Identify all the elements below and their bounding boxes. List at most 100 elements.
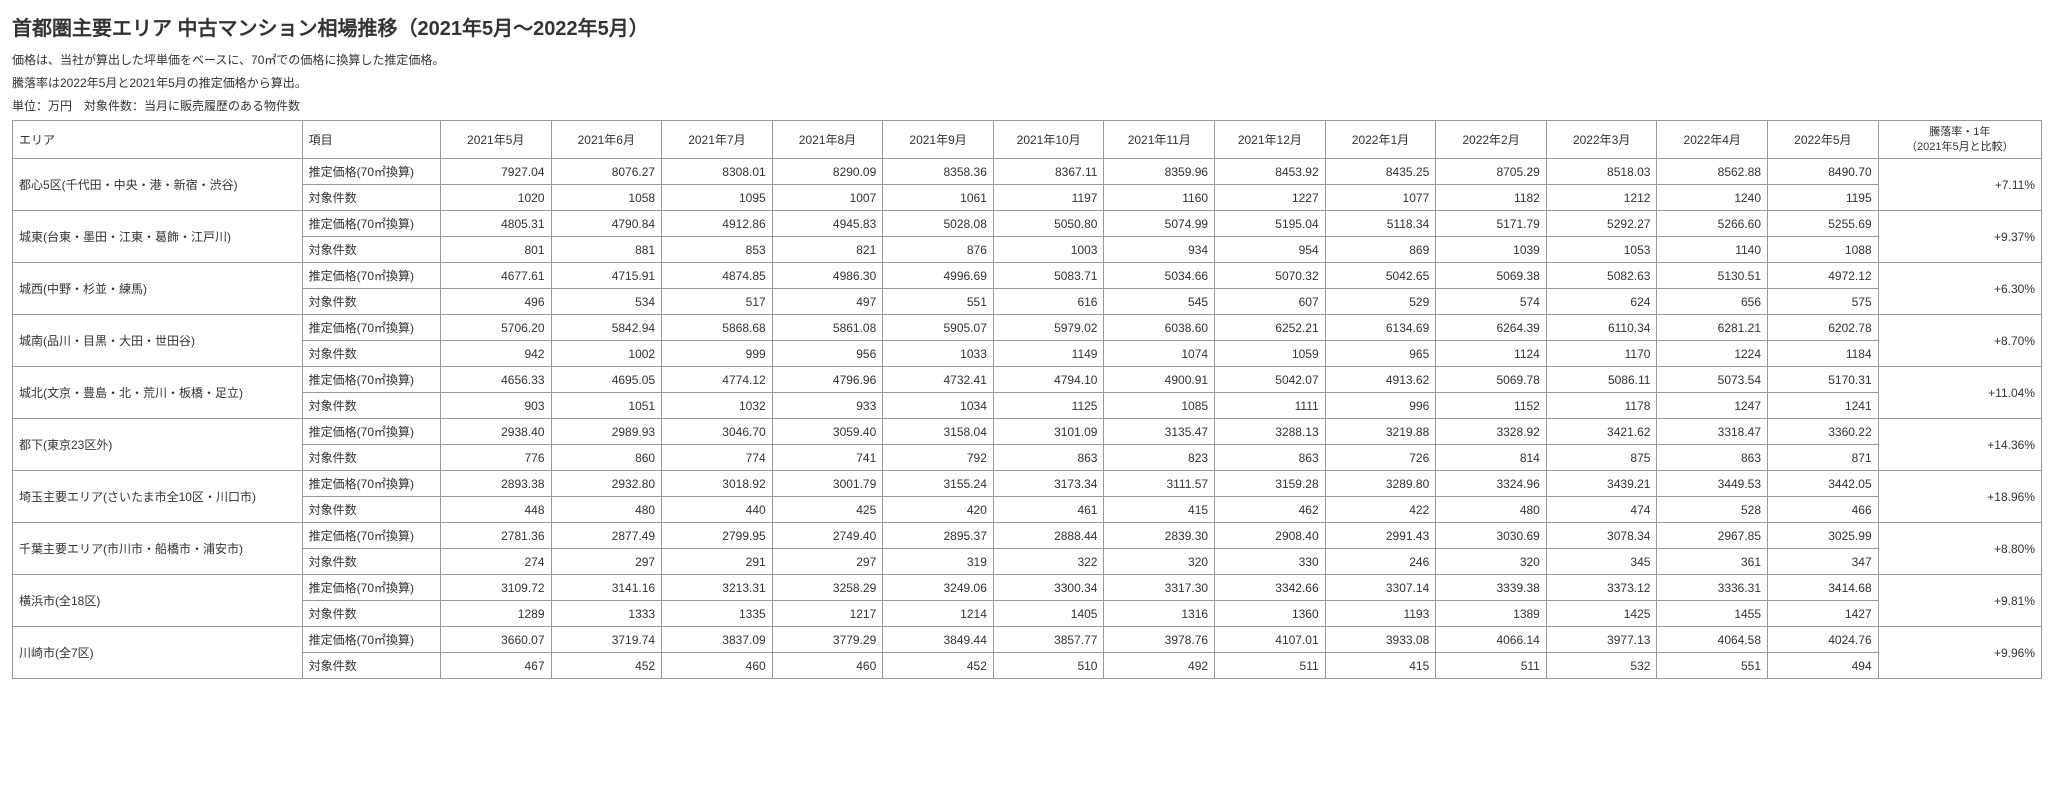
price-cell: 3318.47	[1657, 419, 1768, 445]
price-cell: 6202.78	[1768, 315, 1879, 341]
count-cell: 1124	[1436, 341, 1547, 367]
item-cell-price: 推定価格(70㎡換算)	[302, 471, 440, 497]
count-cell: 607	[1215, 289, 1326, 315]
price-cell: 3219.88	[1325, 419, 1436, 445]
price-cell: 7927.04	[440, 159, 551, 185]
item-cell-count: 対象件数	[302, 653, 440, 679]
count-cell: 319	[883, 549, 994, 575]
price-cell: 3141.16	[551, 575, 662, 601]
count-cell: 1240	[1657, 185, 1768, 211]
price-cell: 5050.80	[993, 211, 1104, 237]
price-cell: 5118.34	[1325, 211, 1436, 237]
area-cell: 千葉主要エリア(市川市・船橋市・浦安市)	[13, 523, 303, 575]
header-month: 2022年5月	[1768, 121, 1879, 159]
item-cell-price: 推定価格(70㎡換算)	[302, 575, 440, 601]
count-cell: 480	[1436, 497, 1547, 523]
price-cell: 5255.69	[1768, 211, 1879, 237]
price-cell: 5861.08	[772, 315, 883, 341]
price-cell: 3135.47	[1104, 419, 1215, 445]
count-cell: 551	[883, 289, 994, 315]
count-cell: 347	[1768, 549, 1879, 575]
price-cell: 3317.30	[1104, 575, 1215, 601]
price-cell: 2895.37	[883, 523, 994, 549]
count-cell: 480	[551, 497, 662, 523]
count-cell: 996	[1325, 393, 1436, 419]
count-cell: 942	[440, 341, 551, 367]
header-month: 2021年7月	[662, 121, 773, 159]
price-cell: 3421.62	[1546, 419, 1657, 445]
count-cell: 466	[1768, 497, 1879, 523]
count-cell: 933	[772, 393, 883, 419]
count-cell: 1178	[1546, 393, 1657, 419]
count-cell: 863	[1657, 445, 1768, 471]
header-change: 騰落率・1年（2021年5月と比較）	[1878, 121, 2041, 159]
price-cell: 5195.04	[1215, 211, 1326, 237]
count-cell: 460	[662, 653, 773, 679]
area-cell: 城東(台東・墨田・江東・葛飾・江戸川)	[13, 211, 303, 263]
count-cell: 1039	[1436, 237, 1547, 263]
count-cell: 1058	[551, 185, 662, 211]
count-cell: 1034	[883, 393, 994, 419]
count-cell: 860	[551, 445, 662, 471]
count-cell: 1214	[883, 601, 994, 627]
count-cell: 1289	[440, 601, 551, 627]
price-table: エリア 項目 2021年5月2021年6月2021年7月2021年8月2021年…	[12, 120, 2042, 679]
price-cell: 3158.04	[883, 419, 994, 445]
price-cell: 3101.09	[993, 419, 1104, 445]
price-cell: 4986.30	[772, 263, 883, 289]
count-cell: 881	[551, 237, 662, 263]
item-cell-count: 対象件数	[302, 237, 440, 263]
header-area: エリア	[13, 121, 303, 159]
count-cell: 494	[1768, 653, 1879, 679]
count-cell: 1053	[1546, 237, 1657, 263]
count-cell: 1140	[1657, 237, 1768, 263]
count-cell: 1007	[772, 185, 883, 211]
price-cell: 2781.36	[440, 523, 551, 549]
count-cell: 1149	[993, 341, 1104, 367]
price-cell: 8518.03	[1546, 159, 1657, 185]
table-row: 対象件数496534517497551616545607529574624656…	[13, 289, 2042, 315]
count-cell: 1227	[1215, 185, 1326, 211]
count-cell: 422	[1325, 497, 1436, 523]
item-cell-price: 推定価格(70㎡換算)	[302, 315, 440, 341]
price-cell: 8076.27	[551, 159, 662, 185]
price-cell: 5266.60	[1657, 211, 1768, 237]
count-cell: 1224	[1657, 341, 1768, 367]
table-row: 横浜市(全18区)推定価格(70㎡換算)3109.723141.163213.3…	[13, 575, 2042, 601]
area-cell: 都心5区(千代田・中央・港・新宿・渋谷)	[13, 159, 303, 211]
count-cell: 345	[1546, 549, 1657, 575]
price-cell: 4064.58	[1657, 627, 1768, 653]
table-row: 都心5区(千代田・中央・港・新宿・渋谷)推定価格(70㎡換算)7927.0480…	[13, 159, 2042, 185]
count-cell: 511	[1436, 653, 1547, 679]
area-cell: 埼玉主要エリア(さいたま市全10区・川口市)	[13, 471, 303, 523]
table-row: 対象件数102010581095100710611197116012271077…	[13, 185, 2042, 211]
price-cell: 6252.21	[1215, 315, 1326, 341]
count-cell: 420	[883, 497, 994, 523]
page-title: 首都圏主要エリア 中古マンション相場推移（2021年5月〜2022年5月）	[12, 12, 2042, 41]
table-row: 対象件数448480440425420461415462422480474528…	[13, 497, 2042, 523]
table-row: 埼玉主要エリア(さいたま市全10区・川口市)推定価格(70㎡換算)2893.38…	[13, 471, 2042, 497]
table-row: 城南(品川・目黒・大田・世田谷)推定価格(70㎡換算)5706.205842.9…	[13, 315, 2042, 341]
change-cell: +9.37%	[1878, 211, 2041, 263]
change-cell: +11.04%	[1878, 367, 2041, 419]
item-cell-count: 対象件数	[302, 185, 440, 211]
price-cell: 3307.14	[1325, 575, 1436, 601]
table-row: 対象件数801881853821876100393495486910391053…	[13, 237, 2042, 263]
price-cell: 8562.88	[1657, 159, 1768, 185]
count-cell: 875	[1546, 445, 1657, 471]
area-cell: 城北(文京・豊島・北・荒川・板橋・足立)	[13, 367, 303, 419]
item-cell-price: 推定価格(70㎡換算)	[302, 419, 440, 445]
count-cell: 425	[772, 497, 883, 523]
count-cell: 1032	[662, 393, 773, 419]
table-row: 城東(台東・墨田・江東・葛飾・江戸川)推定価格(70㎡換算)4805.31479…	[13, 211, 2042, 237]
price-cell: 6134.69	[1325, 315, 1436, 341]
count-cell: 1020	[440, 185, 551, 211]
price-cell: 3046.70	[662, 419, 773, 445]
price-cell: 8705.29	[1436, 159, 1547, 185]
header-month: 2021年5月	[440, 121, 551, 159]
price-cell: 2908.40	[1215, 523, 1326, 549]
table-row: 千葉主要エリア(市川市・船橋市・浦安市)推定価格(70㎡換算)2781.3628…	[13, 523, 2042, 549]
price-cell: 3018.92	[662, 471, 773, 497]
count-cell: 1405	[993, 601, 1104, 627]
price-cell: 2893.38	[440, 471, 551, 497]
